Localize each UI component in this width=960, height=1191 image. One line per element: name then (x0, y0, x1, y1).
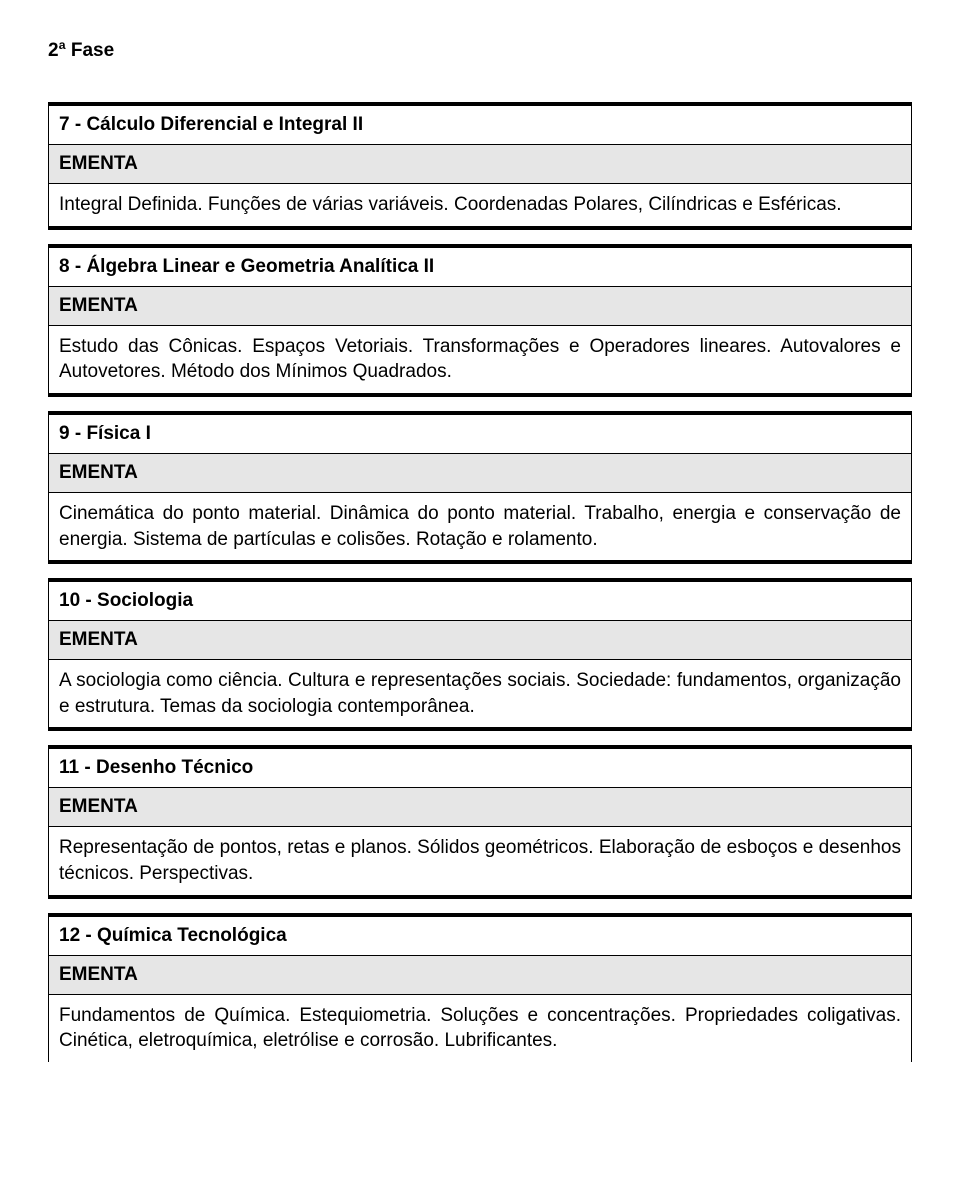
course-block: 8 - Álgebra Linear e Geometria Analítica… (48, 244, 912, 397)
course-description: A sociologia como ciência. Cultura e rep… (48, 660, 912, 731)
course-description: Cinemática do ponto material. Dinâmica d… (48, 493, 912, 564)
course-description: Estudo das Cônicas. Espaços Vetoriais. T… (48, 326, 912, 397)
course-title: 7 - Cálculo Diferencial e Integral II (48, 102, 912, 145)
phase-title: 2ª Fase (48, 40, 912, 62)
ementa-label: EMENTA (48, 788, 912, 827)
ementa-label: EMENTA (48, 621, 912, 660)
course-list: 7 - Cálculo Diferencial e Integral IIEME… (48, 102, 912, 1062)
course-description: Representação de pontos, retas e planos.… (48, 827, 912, 898)
course-block: 10 - SociologiaEMENTAA sociologia como c… (48, 578, 912, 731)
ementa-label: EMENTA (48, 956, 912, 995)
course-title: 9 - Física I (48, 411, 912, 454)
course-description: Integral Definida. Funções de várias var… (48, 184, 912, 230)
course-block: 7 - Cálculo Diferencial e Integral IIEME… (48, 102, 912, 230)
course-title: 8 - Álgebra Linear e Geometria Analítica… (48, 244, 912, 287)
course-block: 11 - Desenho TécnicoEMENTARepresentação … (48, 745, 912, 898)
course-block: 9 - Física IEMENTACinemática do ponto ma… (48, 411, 912, 564)
ementa-label: EMENTA (48, 454, 912, 493)
course-title: 12 - Química Tecnológica (48, 913, 912, 956)
ementa-label: EMENTA (48, 145, 912, 184)
ementa-label: EMENTA (48, 287, 912, 326)
course-title: 11 - Desenho Técnico (48, 745, 912, 788)
course-title: 10 - Sociologia (48, 578, 912, 621)
course-block: 12 - Química TecnológicaEMENTAFundamento… (48, 913, 912, 1062)
course-description: Fundamentos de Química. Estequiometria. … (48, 995, 912, 1062)
